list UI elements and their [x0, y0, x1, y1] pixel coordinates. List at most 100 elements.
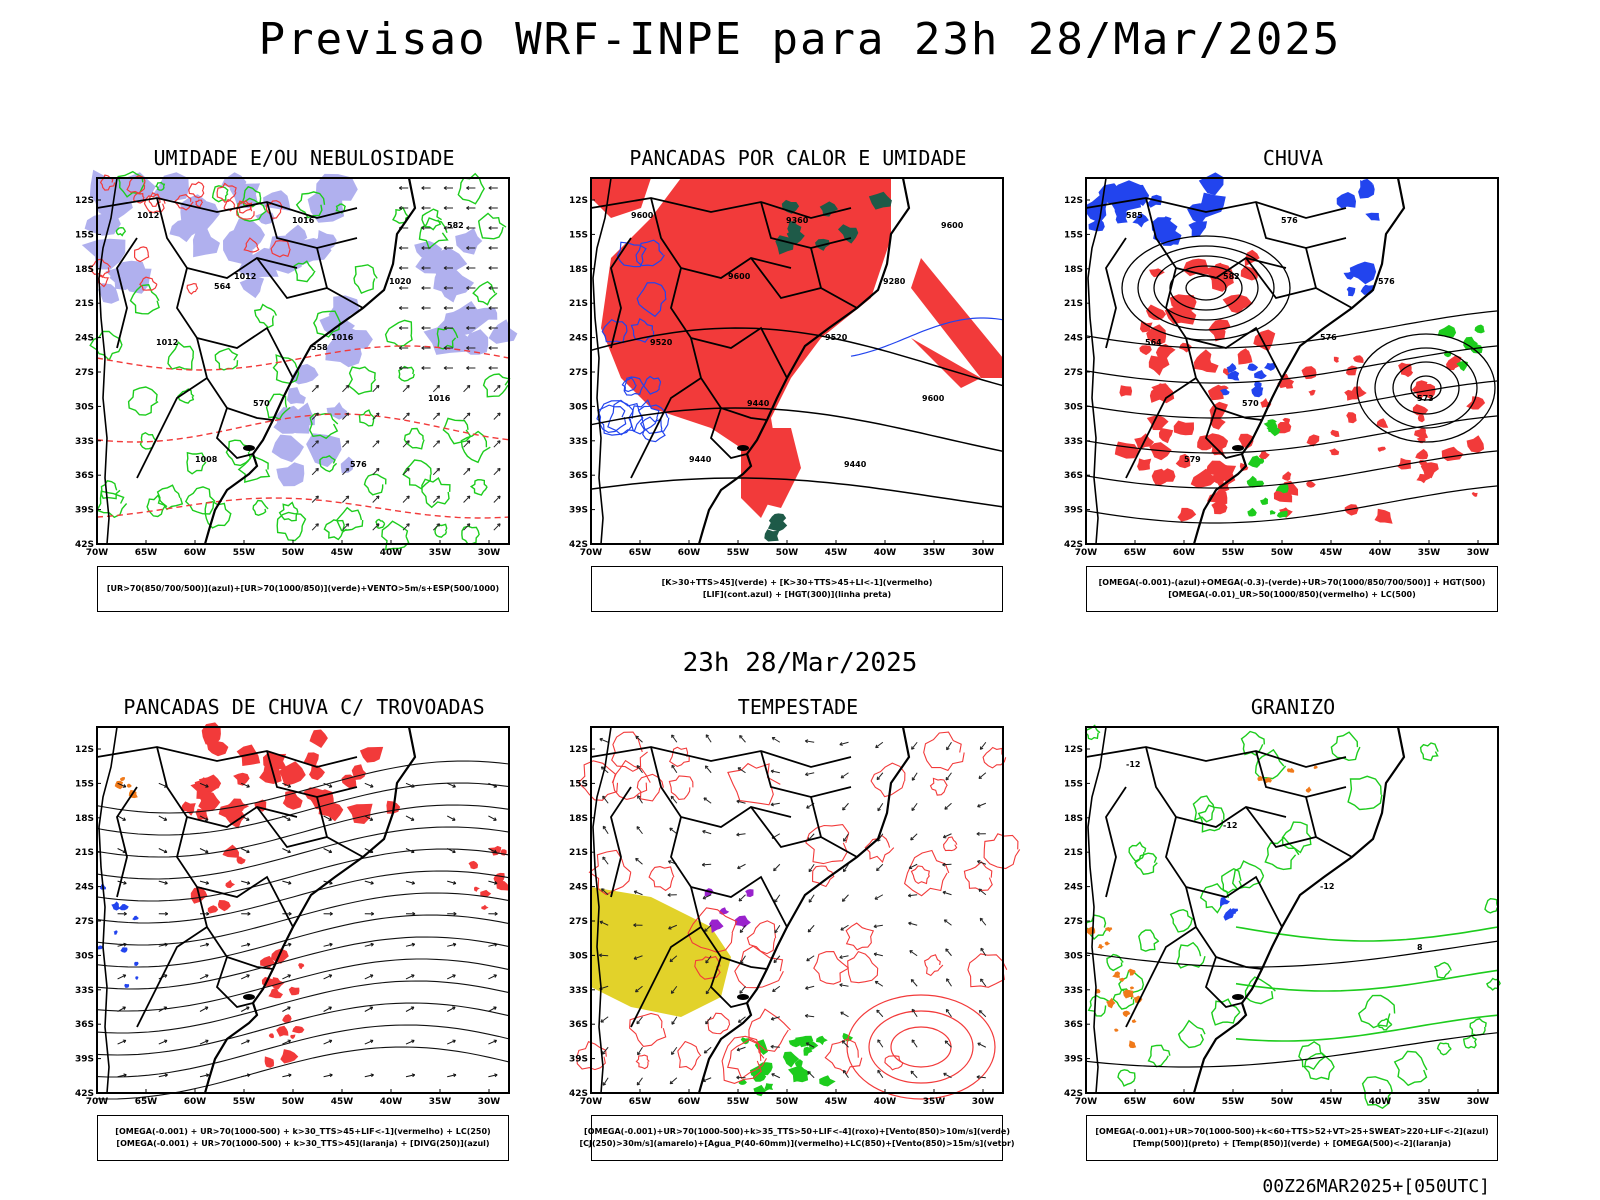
rain-area: [1277, 422, 1292, 434]
wind-vector: [402, 412, 410, 420]
wind-850-vector: [842, 868, 847, 873]
thunderstorm-weak-area: [114, 780, 123, 790]
rain-area: [1377, 446, 1386, 452]
low-level-humidity-contour: [421, 208, 442, 231]
wind-850-vector: [877, 1039, 884, 1048]
wind-850-vector: [636, 826, 643, 835]
thunderstorm-area: [268, 987, 283, 999]
panel-legend: [OMEGA(-0.001)+UR>70(1000-500)+k>35_TTS>…: [579, 1115, 1015, 1161]
wind-vector: [342, 385, 350, 393]
panel-rain: CHUVA 585 582 576 573 579 576 576 564 570 12S 15S 1…: [1043, 146, 1543, 626]
rain-area: [1417, 413, 1425, 423]
lat-tick-label: 15S: [75, 779, 94, 789]
wind-vector: [443, 306, 447, 310]
wind-850-vector: [979, 746, 984, 750]
streamline-arrow: [364, 782, 374, 788]
country-border: [590, 197, 852, 219]
map-border: [1085, 726, 1499, 1094]
rain-area: [1175, 453, 1191, 469]
streamline-arrow: [410, 817, 415, 821]
divergence-area: [120, 947, 128, 953]
lat-tick-label: 30S: [569, 402, 588, 412]
low-level-humidity-contour: [253, 303, 278, 329]
precipitable-water-contour: [576, 1041, 607, 1071]
lagoon: [1232, 994, 1244, 1000]
contour-label: 582: [1223, 272, 1240, 281]
wind-vector: [406, 412, 410, 417]
country-border: [630, 377, 702, 479]
lon-tick-label: 35W: [429, 1097, 452, 1107]
temp850-contour: [1211, 998, 1241, 1026]
wind-850-vector: [671, 734, 678, 743]
wind-vector: [421, 286, 425, 290]
streamline-arrow: [282, 1074, 292, 1078]
low-level-wind-area: [782, 1051, 800, 1068]
lifted-index-contour: [623, 376, 645, 396]
wind-850-vector: [602, 856, 609, 865]
wind-vector: [402, 523, 410, 531]
lifted-index-contour: [597, 404, 627, 434]
wind-850-vector: [671, 734, 675, 738]
thunderstorm-area: [480, 889, 492, 898]
lat-tick-label: 24S: [75, 883, 94, 893]
wind-850-vector: [977, 802, 987, 808]
precipitable-water-contour: [635, 1054, 650, 1070]
streamline-arrow: [206, 911, 210, 916]
wind-850-vector: [737, 863, 746, 869]
lat-tick-label: 12S: [1064, 745, 1083, 755]
precipitable-water-contour: [648, 866, 675, 892]
hgt300-contour: [590, 477, 1004, 508]
country-border: [1145, 746, 1287, 828]
temp850-contour: [1128, 841, 1147, 862]
country-border: [96, 197, 358, 219]
wind-850-vector: [637, 1051, 641, 1056]
coastline: [98, 177, 118, 545]
panel-hail: GRANIZO -12 -12 -12 8 12S 15S 18S 21S 24S 27S 30S 3…: [1043, 695, 1543, 1175]
contour-label: 579: [1184, 455, 1201, 464]
wind-850-vector: [839, 984, 849, 987]
low-level-humidity-contour: [237, 454, 271, 484]
temp850-contour: [1197, 804, 1225, 833]
wind-vector: [402, 495, 410, 503]
country-border: [750, 257, 822, 300]
streamline: [96, 782, 510, 836]
wind-850-vector: [770, 1044, 774, 1049]
main-title: Previsao WRF-INPE para 23h 28/Mar/2025: [258, 14, 1342, 65]
wind-vector: [421, 346, 425, 350]
map-pancadas-calor: 9600 9600 9520 9600 9440 9360 9280 9520 9440 9440…: [569, 177, 1004, 558]
instability-area: [601, 178, 891, 518]
streamline-arrow: [447, 880, 457, 884]
wind-vector: [466, 440, 471, 444]
humidity-area: [152, 172, 189, 201]
streamline-arrow: [163, 1039, 168, 1044]
heat-shower-area: [819, 201, 838, 217]
wind-850-vector: [873, 924, 877, 929]
streamline-arrow: [405, 974, 415, 980]
streamline-arrow: [446, 1039, 456, 1045]
wind-vector: [315, 523, 319, 527]
wind-vector: [488, 246, 492, 250]
lat-tick-label: 39S: [75, 1055, 94, 1065]
wind-850-vector: [670, 795, 675, 800]
country-border: [630, 926, 702, 1028]
wind-vector: [315, 412, 319, 417]
wind-vector: [488, 266, 492, 270]
wind-850-vector: [980, 978, 984, 982]
thickness-contour: [89, 258, 112, 279]
hgt500-contour: [1085, 310, 1499, 349]
rain-area: [1414, 427, 1429, 440]
lon-tick-label: 65W: [1124, 1097, 1147, 1107]
panel-title: TEMPESTADE: [737, 695, 859, 719]
streamline-arrow: [163, 849, 168, 854]
contour-label: 570: [1242, 399, 1259, 408]
streamline-arrow: [364, 848, 374, 853]
rain-area: [1148, 355, 1170, 376]
wind-850-vector: [976, 1075, 980, 1080]
panel-title: UMIDADE E/OU NEBULOSIDADE: [153, 146, 455, 170]
wind-vector: [443, 186, 447, 190]
wind-850-vector: [773, 867, 777, 872]
omega500-area: [1264, 777, 1272, 784]
wind-vector: [493, 495, 501, 503]
rain-area: [1345, 365, 1358, 376]
